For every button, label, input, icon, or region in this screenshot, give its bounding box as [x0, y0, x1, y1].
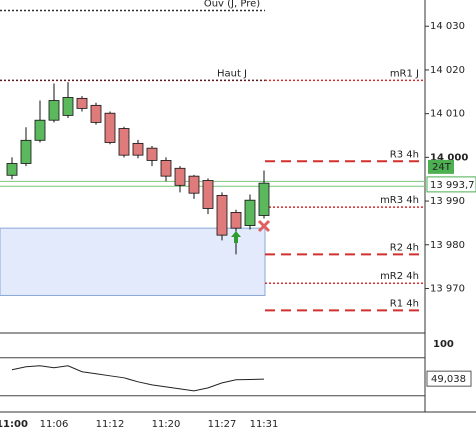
level-label: Ouv (J, Pre): [204, 0, 260, 9]
candle-body: [216, 194, 228, 236]
level-label: mR2 4h: [380, 271, 419, 282]
buy-arrow: [231, 231, 241, 243]
y-tick-label: 13 970: [430, 283, 465, 294]
candle-body: [20, 139, 32, 164]
x-tick-label: 11:20: [152, 419, 181, 430]
zone: [0, 227, 266, 296]
candle-body: [146, 147, 158, 161]
candle-body: [244, 199, 256, 226]
x-tick-label: 11:27: [208, 419, 237, 430]
level-label: R1 4h: [390, 298, 419, 309]
tag-box: [428, 159, 454, 174]
candle-body: [48, 100, 60, 121]
candle-body: [132, 142, 144, 156]
level-label: Haut J: [217, 68, 247, 79]
candle-body: [62, 97, 74, 116]
y-tick-label: 14 030: [430, 21, 465, 32]
indicator-line: [11, 365, 265, 392]
sell-cross: [257, 219, 271, 233]
candle-body: [90, 104, 102, 123]
level-label: R2 4h: [390, 242, 419, 253]
y-tick-label: 14 010: [430, 109, 465, 120]
indicator-last-label: 49,038: [431, 374, 466, 385]
candle-body: [174, 167, 186, 186]
y-tick-label: 13 980: [430, 240, 465, 251]
y-tick-label: 13 990: [430, 196, 465, 207]
candle-body: [258, 182, 270, 216]
candle-body: [6, 163, 18, 176]
candle-body: [76, 97, 88, 109]
x-tick-label: 11:31: [250, 419, 279, 430]
x-tick-label: 11:06: [40, 419, 69, 430]
candle-body: [230, 212, 242, 229]
level-label: mR1 J: [390, 68, 419, 79]
tag: 24T: [432, 162, 452, 173]
candle-body: [104, 112, 116, 143]
last-price-box: [426, 176, 476, 193]
y-tick-label: 14 020: [430, 65, 465, 76]
indicator-box: [426, 370, 472, 387]
candle-body: [202, 180, 214, 209]
candle-body: [34, 119, 46, 141]
candle-body: [188, 175, 200, 194]
x-tick-label: 11:12: [96, 419, 125, 430]
candle-body: [160, 160, 172, 177]
level-label: R3 4h: [390, 149, 419, 160]
indicator-tick-label: 100: [433, 339, 454, 350]
candle-body: [118, 128, 130, 156]
y-tick-label: 14 000: [430, 152, 468, 163]
x-tick-label: 11:00: [0, 419, 28, 430]
last-price-label: 13 993,7: [430, 180, 475, 191]
level-label: mR3 4h: [380, 195, 419, 206]
